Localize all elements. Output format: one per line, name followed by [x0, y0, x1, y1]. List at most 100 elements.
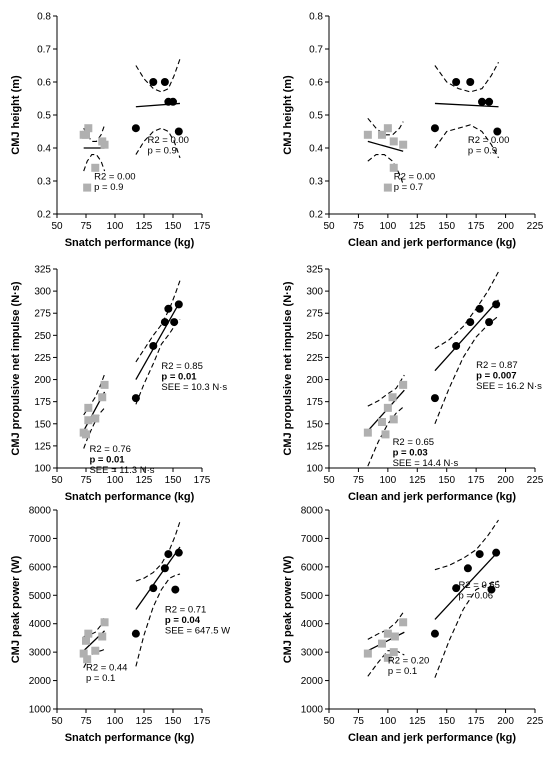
x-tick-label: 175	[194, 716, 211, 727]
x-tick-label: 200	[497, 221, 514, 232]
stat-annotation: p = 0.007	[476, 371, 516, 382]
stat-annotation: R2 = 0.00	[147, 135, 188, 146]
y-tick-label: 175	[34, 397, 51, 408]
data-point	[100, 618, 109, 627]
data-point	[485, 318, 494, 327]
y-tick-label: 0.8	[37, 12, 51, 23]
x-tick-label: 200	[497, 475, 514, 486]
x-tick-label: 125	[409, 475, 426, 486]
x-tick-label: 125	[409, 716, 426, 727]
y-tick-label: 0.8	[309, 12, 323, 23]
x-tick-label: 150	[438, 475, 455, 486]
y-tick-label: 4000	[301, 619, 324, 630]
y-tick-label: 1000	[301, 705, 324, 716]
y-tick-label: 325	[306, 265, 323, 276]
x-axis-title: Snatch performance (kg)	[65, 491, 195, 503]
y-tick-label: 0.2	[309, 210, 323, 221]
data-point	[100, 140, 109, 149]
y-tick-label: 3000	[301, 648, 324, 659]
data-point	[430, 124, 439, 133]
male-series: R2 = 0.00p = 0.9	[131, 58, 189, 159]
y-axis-title: CMJ propulsive net impulse (N·s)	[10, 281, 22, 456]
x-tick-label: 100	[107, 475, 124, 486]
data-point	[164, 304, 173, 313]
stat-annotation: R2 = 0.76	[89, 444, 130, 455]
data-point	[91, 646, 100, 655]
y-tick-label: 200	[306, 375, 323, 386]
stat-annotation: R2 = 0.65	[393, 437, 434, 448]
y-tick-label: 275	[306, 309, 323, 320]
stat-annotation: SEE = 16.2 N·s	[476, 381, 542, 392]
y-axis-title: CMJ peak power (W)	[282, 555, 294, 663]
chart-panel-3: 100 125 150 175 200 225 250 275 300 325 50 75 100 125…	[10, 265, 227, 504]
x-tick-label: 50	[323, 716, 335, 727]
ci-lower-band	[135, 127, 181, 159]
data-point	[174, 300, 183, 309]
female-series: R2 = 0.44p = 0.1	[79, 616, 127, 684]
y-tick-label: 125	[34, 441, 51, 452]
y-axis-title: CMJ height (m)	[10, 75, 22, 155]
y-tick-label: 0.3	[37, 177, 51, 188]
y-tick-label: 125	[306, 441, 323, 452]
y-tick-label: 1000	[29, 705, 52, 716]
y-tick-label: 0.4	[37, 144, 51, 155]
y-tick-label: 250	[34, 331, 51, 342]
data-point	[430, 629, 439, 638]
y-tick-label: 6000	[29, 562, 52, 573]
data-point	[399, 380, 408, 389]
data-point	[100, 380, 109, 389]
y-axis-title: CMJ height (m)	[282, 75, 294, 155]
stat-annotation: R2 = 0.65	[458, 580, 499, 591]
y-tick-label: 275	[34, 309, 51, 320]
ci-lower-band	[367, 405, 405, 467]
regression-line	[434, 550, 499, 620]
x-tick-label: 100	[107, 221, 124, 232]
x-tick-label: 150	[165, 221, 182, 232]
stat-annotation: R2 = 0.00	[394, 171, 435, 182]
x-tick-label: 100	[107, 716, 124, 727]
x-tick-label: 175	[468, 716, 485, 727]
regression-line	[367, 140, 404, 152]
x-tick-label: 50	[51, 716, 63, 727]
y-tick-label: 5000	[29, 591, 52, 602]
male-series: R2 = 0.65p = 0.06	[430, 519, 501, 678]
x-tick-label: 75	[80, 221, 92, 232]
x-tick-label: 75	[353, 475, 365, 486]
x-axis-title: Snatch performance (kg)	[65, 237, 195, 249]
chart-panel-6: 1000 2000 3000 4000 5000 6000 7000 8000 50 75 100 1…	[282, 506, 544, 745]
data-point	[390, 632, 399, 641]
data-point	[377, 130, 386, 139]
y-tick-label: 7000	[29, 534, 52, 545]
data-point	[377, 639, 386, 648]
x-tick-label: 125	[136, 221, 153, 232]
stat-annotation: p = 0.9	[94, 182, 123, 193]
y-tick-label: 0.5	[37, 111, 51, 122]
x-tick-label: 150	[165, 475, 182, 486]
x-tick-label: 50	[51, 475, 63, 486]
data-point	[389, 648, 398, 657]
stat-annotation: SEE = 647.5 W	[165, 625, 230, 636]
x-axis-title: Clean and jerk performance (kg)	[348, 491, 516, 503]
x-tick-label: 200	[497, 716, 514, 727]
data-point	[98, 393, 107, 402]
data-point	[383, 183, 392, 192]
y-tick-label: 100	[34, 464, 51, 475]
x-tick-label: 175	[468, 475, 485, 486]
x-tick-label: 100	[380, 221, 397, 232]
data-point	[91, 163, 100, 172]
stat-annotation: R2 = 0.20	[388, 656, 429, 667]
x-tick-label: 50	[51, 221, 63, 232]
stat-annotation: R2 = 0.85	[161, 361, 202, 372]
regression-line	[135, 546, 181, 610]
y-tick-label: 0.5	[309, 111, 323, 122]
y-tick-label: 150	[34, 419, 51, 430]
data-point	[466, 78, 475, 86]
y-tick-label: 7000	[301, 534, 324, 545]
data-point	[383, 653, 392, 662]
data-point	[83, 183, 92, 192]
data-point	[389, 163, 398, 172]
